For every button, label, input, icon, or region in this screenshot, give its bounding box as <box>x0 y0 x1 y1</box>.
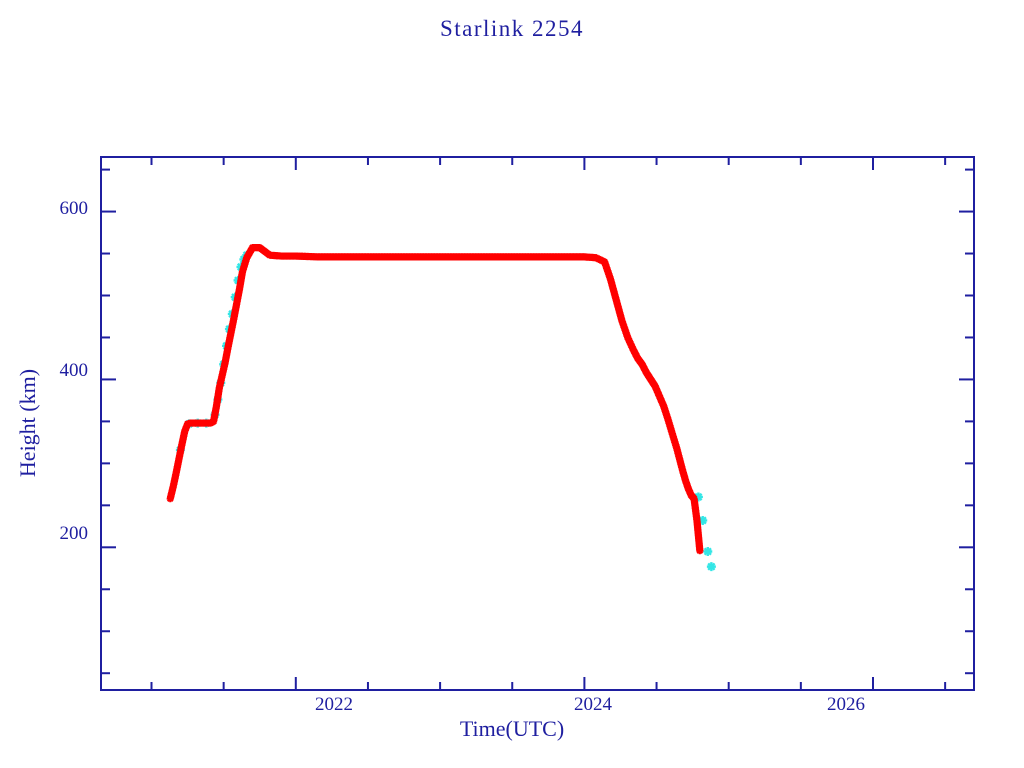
x-tick-label-2022: 2022 <box>315 694 353 715</box>
orbit-decay-line <box>169 246 701 551</box>
red-data-markers <box>166 244 704 555</box>
axis-ticks <box>101 157 974 690</box>
y-tick-label-600: 600 <box>59 198 89 219</box>
plot-frame <box>100 156 975 691</box>
x-axis-label: Time(UTC) <box>459 716 565 741</box>
y-tick-label-200: 200 <box>59 523 89 544</box>
x-tick-label-2024: 2024 <box>574 694 612 715</box>
cyan-data-markers <box>175 250 716 572</box>
chart-title: Starlink 2254 <box>439 16 585 41</box>
x-tick-label-2026: 2026 <box>827 694 865 715</box>
y-tick-label-400: 400 <box>59 360 89 381</box>
